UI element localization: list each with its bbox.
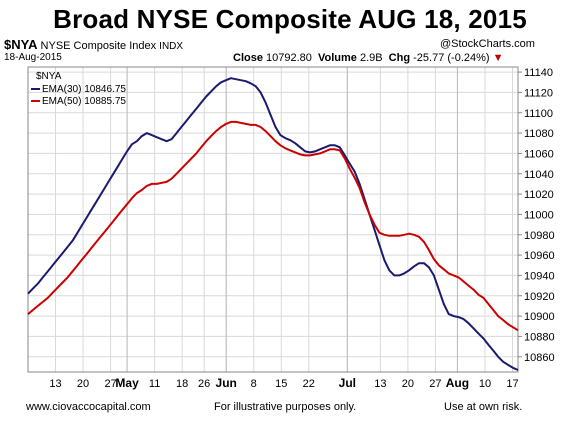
legend-title: $NYA [36,71,62,82]
x-tick-label: 11 [149,378,160,390]
x-tick-label: 18 [176,378,188,390]
y-tick-label: 11100 [524,108,553,120]
y-tick-label: 10860 [524,352,555,364]
x-tick-label: 10 [479,378,491,390]
y-tick-label: 11060 [524,148,554,160]
y-tick-label: 10880 [524,331,555,343]
x-tick-label: 17 [506,378,518,390]
index-name: NYSE Composite Index [40,40,157,52]
close-value: 10792.80 [266,52,312,64]
y-tick-label: 10940 [524,270,555,282]
y-tick-label: 10960 [524,250,555,262]
x-tick-label: Jun [216,376,237,390]
y-tick-label: 11140 [524,67,553,79]
x-tick-label: 13 [374,378,386,390]
x-tick-label: 27 [429,378,441,390]
x-tick-label: 8 [251,378,257,390]
chart-header-left: $NYA NYSE Composite Index INDX [4,37,183,52]
footer-website: www.ciovaccocapital.com [26,401,151,413]
series-line-ema50 [27,120,519,332]
grid-layer [28,67,518,372]
x-tick-label: 20 [402,378,414,390]
x-tick-label: 13 [49,378,61,390]
x-tick-label: 15 [275,378,287,390]
symbol: $NYA [4,37,38,52]
y-axis: 10860 10880 10900 10920 10940 10960 10980 11000… [518,67,555,364]
footer-risk-note: Use at own risk. [444,401,523,413]
source-label: @StockCharts.com [440,38,535,50]
legend-entry: EMA(30) 10846.75 [42,84,126,95]
series-layer [27,77,519,371]
y-tick-label: 11000 [524,209,554,221]
x-tick-label: May [115,376,139,390]
volume-value: 2.9B [359,52,383,64]
y-tick-label: 11040 [524,169,554,181]
x-tick-label: 27 [104,378,116,390]
x-tick-label: Aug [446,376,469,390]
chart-title: Broad NYSE Composite AUG 18, 2015 [53,4,527,34]
x-tick-label: 22 [303,378,315,390]
y-tick-label: 10980 [524,230,555,242]
y-tick-label: 10920 [524,291,555,303]
volume-label: Volume [317,52,357,64]
y-tick-label: 11120 [524,87,553,99]
series-line-ema30 [27,77,519,371]
down-arrow-icon: ▼ [492,52,504,64]
x-tick-label: 26 [198,378,210,390]
y-tick-label: 11020 [524,189,554,201]
y-tick-label: 11080 [524,128,554,140]
price-chart: 10860 10880 10900 10920 10940 10960 10980 11000… [27,66,555,390]
y-tick-label: 10900 [524,311,555,323]
chg-value: -25.77 (-0.24%) [413,52,490,64]
footer-disclaimer: For illustrative purposes only. [214,401,357,413]
quote-line: Close 10792.80 Volume 2.9B Chg -25.77 (-… [233,52,504,64]
x-tick-label: 20 [77,378,89,390]
close-label: Close [233,52,263,64]
x-tick-label: Jul [339,376,356,390]
plot-border [27,66,519,373]
exchange: INDX [159,41,184,52]
chg-label: Chg [388,52,411,64]
legend-entry: EMA(50) 10885.75 [42,96,126,107]
date-label: 18-Aug-2015 [4,52,62,63]
